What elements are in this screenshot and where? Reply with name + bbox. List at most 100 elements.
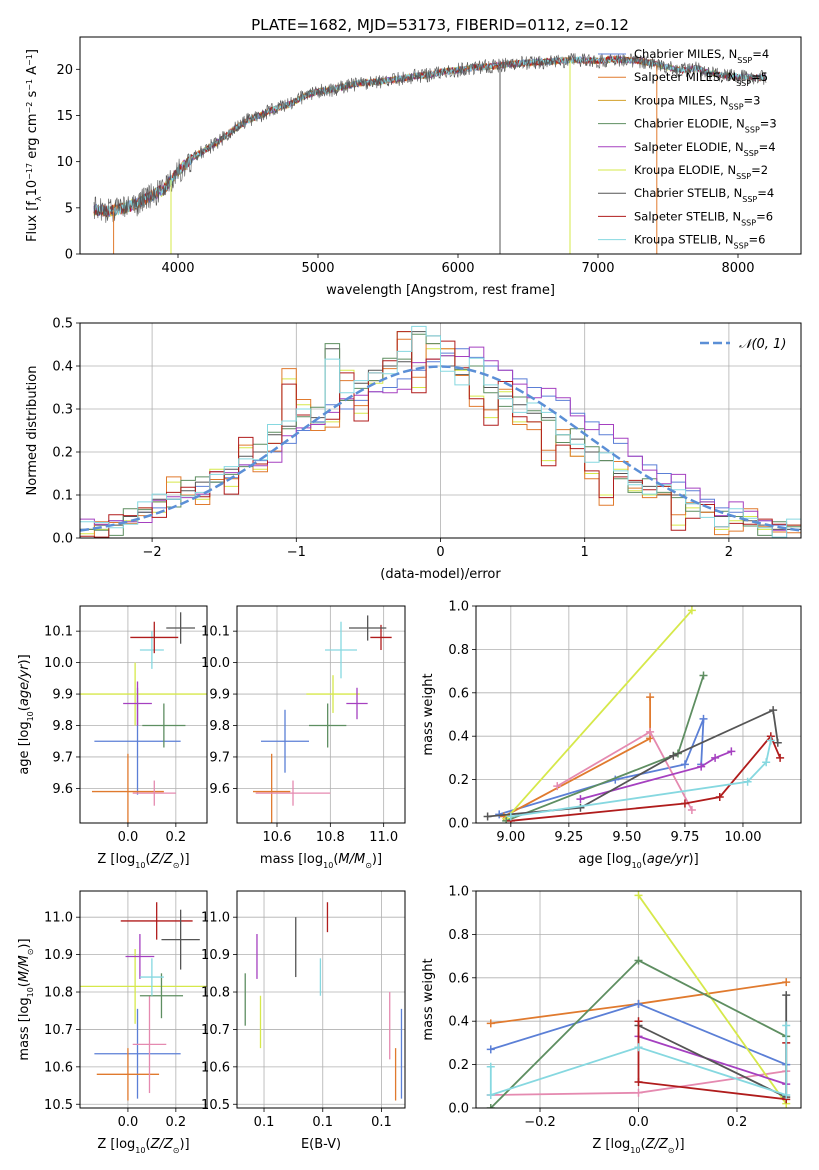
y-tick-label: 11.0	[201, 911, 230, 926]
x-tick-label: 9.00	[496, 830, 525, 845]
y-tick-label: 0.6	[448, 971, 469, 986]
weight-marker	[762, 758, 771, 767]
grid	[237, 606, 405, 823]
y-tick-label: 10.6	[201, 1060, 230, 1075]
weight-marker	[486, 1045, 495, 1054]
errorbars-age_vs_Z	[80, 612, 207, 823]
errorbar-point	[309, 703, 347, 748]
x-axis-label: mass [log10(M/M⊙)]	[260, 852, 382, 870]
weight-marker	[687, 805, 696, 814]
x-axis-label: Z [log10(Z/Z⊙)]	[97, 852, 189, 870]
weight-marker	[680, 760, 689, 769]
y-tick-label: 20	[56, 63, 73, 78]
y-tick-label: 10.1	[44, 625, 73, 640]
y-tick-label: 9.6	[52, 782, 73, 797]
weights-weight_vs_age	[483, 606, 785, 823]
weight-marker	[646, 693, 655, 702]
errorbar-point	[120, 902, 193, 940]
y-tick-label: 15	[56, 109, 73, 124]
errorbar-point	[255, 780, 331, 806]
axes-frame	[79, 890, 208, 1109]
errorbar-point	[142, 703, 186, 748]
y-tick-label: 0.0	[448, 817, 469, 832]
weight-marker	[711, 753, 720, 762]
weight-marker	[782, 1021, 791, 1030]
axes-frame	[475, 605, 802, 824]
axes-frame	[236, 605, 406, 824]
x-tick-label: −2	[143, 545, 162, 560]
grid	[476, 605, 801, 824]
errorbar-point	[161, 909, 200, 970]
y-tick-label: 0.2	[448, 773, 469, 788]
weight-marker	[766, 736, 775, 745]
x-tick-label: 0.1	[254, 1115, 275, 1130]
axes-age_vs_mass: 10.6 10.8 11.0 9.6 9.7 9.8 9.9 10.0 10.1	[201, 606, 405, 845]
x-tick-label: 10.00	[724, 830, 761, 845]
weight-series-pink	[553, 727, 696, 814]
weight-series-salpeter-stelib	[506, 732, 785, 823]
y-tick-label: 10.5	[201, 1098, 230, 1113]
weight-series-salpeter-miles	[499, 693, 655, 821]
weight-marker	[486, 1062, 495, 1071]
spectrum-line-chabrier-stelib	[93, 52, 767, 224]
legend-label: 𝒩(0, 1)	[739, 337, 786, 352]
axes-frame	[79, 36, 802, 255]
weight-marker	[576, 795, 585, 804]
weight-marker	[769, 706, 778, 715]
weight-marker	[727, 747, 736, 756]
x-tick-label: 0.0	[628, 1115, 649, 1130]
y-axis-label: age [log10(age/yr)]	[17, 654, 35, 774]
weight-marker	[782, 978, 791, 987]
weight-series-kroupa-elodie	[634, 891, 791, 1108]
errorbar-point	[80, 662, 207, 726]
weight-marker	[773, 738, 782, 747]
errorbar-point	[253, 753, 291, 823]
x-tick-label: 0.1	[312, 1115, 333, 1130]
weight-marker	[687, 606, 696, 615]
errorbar-point	[139, 973, 184, 1019]
weight-marker	[680, 799, 689, 808]
axes-frame	[79, 322, 802, 539]
y-tick-label: 10.0	[201, 656, 230, 671]
errorbar-point	[132, 780, 176, 806]
x-tick-label: 8000	[721, 261, 754, 276]
y-tick-label: 5	[65, 201, 73, 216]
y-tick-label: 0.4	[52, 360, 73, 375]
errorbar-point	[166, 612, 196, 644]
axes-spectrum: 4000 5000 6000 7000 8000 0 5 10 15 20	[56, 63, 754, 276]
y-tick-label: 10.9	[44, 948, 73, 963]
weight-marker	[776, 753, 785, 762]
weight-marker	[699, 714, 708, 723]
errorbar-point	[325, 621, 357, 679]
legend-label: Salpeter STELIB, NSSP=6	[634, 209, 773, 227]
weight-marker	[486, 1019, 495, 1028]
x-tick-label: 0.1	[371, 1115, 392, 1130]
weight-marker	[715, 792, 724, 801]
legend-label: Salpeter ELODIE, NSSP=4	[634, 140, 776, 158]
legend-label: Chabrier MILES, NSSP=4	[634, 47, 769, 65]
legend-label: Kroupa STELIB, NSSP=6	[634, 233, 765, 251]
axes-frame	[236, 890, 406, 1109]
x-tick-label: 0.2	[166, 1115, 187, 1130]
legend-label: Chabrier STELIB, NSSP=4	[634, 186, 774, 204]
weight-marker	[634, 1043, 643, 1052]
errorbar-point	[346, 687, 368, 720]
weight-marker	[634, 1077, 643, 1086]
weight-marker	[634, 1017, 643, 1026]
y-tick-label: 0.2	[448, 1058, 469, 1073]
errorbar-point	[125, 934, 155, 979]
y-tick-label: 10.7	[44, 1023, 73, 1038]
axes-mass_vs_ebv: 0.1 0.1 0.1 10.5 10.6 10.7 10.8 10.9 11.0	[201, 891, 405, 1130]
y-tick-label: 9.9	[52, 688, 73, 703]
figure-title: PLATE=1682, MJD=53173, FIBERID=0112, z=0…	[251, 16, 629, 34]
y-tick-label: 10.1	[201, 625, 230, 640]
x-tick-label: 2	[725, 545, 733, 560]
weight-marker	[782, 991, 791, 1000]
y-tick-label: 1.0	[448, 885, 469, 900]
weight-marker	[483, 812, 492, 821]
y-axis-label: mass weight	[421, 673, 436, 755]
weight-series-kroupa-stelib	[486, 1021, 791, 1099]
y-tick-label: 0.0	[52, 532, 73, 547]
legend-label: Kroupa MILES, NSSP=3	[634, 93, 760, 111]
